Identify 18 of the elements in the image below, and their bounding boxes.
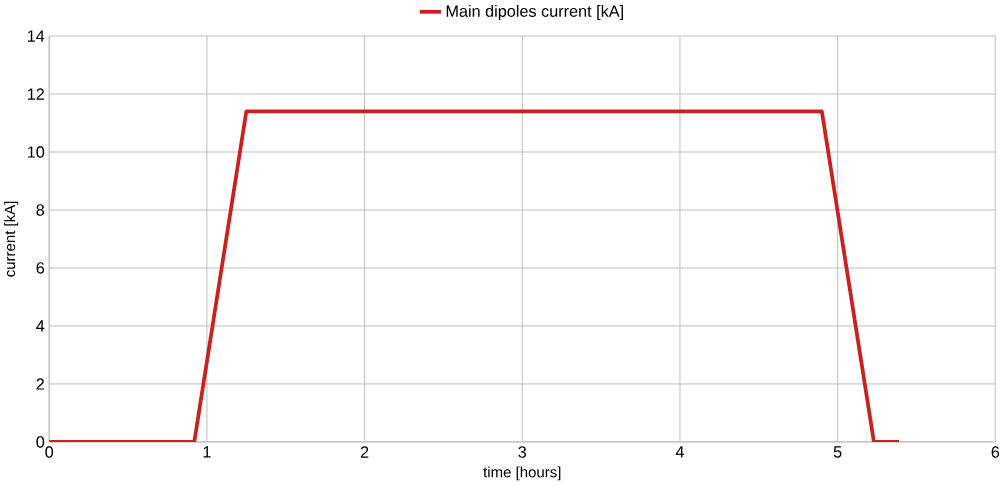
x-tick-label: 1	[203, 446, 211, 458]
y-tick-label: 8	[36, 204, 45, 216]
x-tick-label: 3	[518, 446, 527, 459]
y-tick-label: 14	[27, 30, 45, 42]
y-tick-label: 12	[27, 88, 44, 100]
y-tick-label: 6	[36, 262, 45, 274]
y-axis-title: current [kA]	[4, 201, 19, 277]
x-axis-title: time [hours]	[483, 466, 561, 481]
y-tick-label: 0	[36, 436, 45, 448]
y-tick-label: 4	[36, 320, 45, 332]
x-tick-label: 2	[360, 446, 369, 458]
x-tick-label: 0	[45, 446, 54, 459]
x-tick-label: 6	[991, 446, 1000, 459]
legend-label: Main dipoles current [kA]	[446, 5, 623, 21]
x-tick-label: 4	[675, 446, 684, 458]
y-tick-label: 10	[27, 146, 45, 158]
x-tick-label: 5	[833, 446, 842, 458]
y-tick-label: 2	[36, 378, 44, 390]
